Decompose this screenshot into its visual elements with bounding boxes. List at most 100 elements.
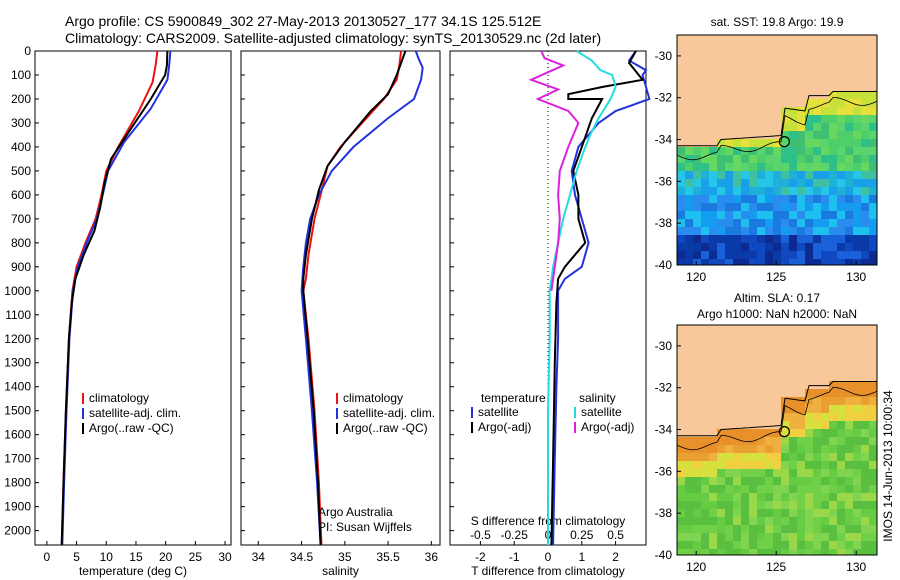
map-cell [677, 453, 685, 461]
map-cell [749, 445, 757, 453]
map-cell [821, 195, 829, 203]
map-cell [805, 413, 813, 421]
map-cell [861, 163, 869, 171]
map-cell [765, 235, 773, 243]
map-cell [725, 155, 733, 163]
x-tick-label: 30 [218, 550, 232, 564]
map-cell [861, 99, 869, 107]
map-cell [797, 139, 805, 147]
map-cell [789, 429, 797, 437]
map-cell [757, 211, 765, 219]
map-cell [773, 485, 781, 493]
map-cell [837, 251, 845, 259]
y-tick-label: 1100 [5, 308, 31, 322]
map-cell [717, 437, 725, 445]
map-cell [765, 541, 773, 549]
map-cell [693, 171, 701, 179]
map-cell [797, 235, 805, 243]
map-cell [813, 541, 821, 549]
map-cell [757, 549, 765, 555]
map-cell [765, 501, 773, 509]
map-cell [701, 179, 709, 187]
map-cell [861, 123, 869, 131]
map-cell [821, 429, 829, 437]
map-cell [685, 549, 693, 555]
map-cell [869, 211, 877, 219]
map-cell [813, 243, 821, 251]
map-cell [869, 203, 877, 211]
map-cell [693, 517, 701, 525]
map-cell [685, 437, 693, 445]
map-cell [765, 251, 773, 259]
temperature-panel-series-line [60, 50, 159, 546]
map-cell [773, 501, 781, 509]
map-cell [741, 227, 749, 235]
map-cell [789, 517, 797, 525]
map-cell [693, 437, 701, 445]
map-cell [797, 163, 805, 171]
map-cell [813, 195, 821, 203]
map-cell [677, 179, 685, 187]
map-cell [717, 243, 725, 251]
map-cell [829, 163, 837, 171]
map-cell [869, 259, 877, 265]
map-cell [813, 461, 821, 469]
map-cell [749, 509, 757, 517]
map-cell [805, 203, 813, 211]
y-tick-label: 900 [11, 260, 31, 274]
map-cell [805, 195, 813, 203]
map-cell [813, 139, 821, 147]
map-cell [701, 259, 709, 265]
map-cell [733, 195, 741, 203]
map-cell [829, 131, 837, 139]
map-cell [813, 501, 821, 509]
map-cell [773, 219, 781, 227]
map-cell [861, 195, 869, 203]
map-cell [789, 139, 797, 147]
map-cell [813, 155, 821, 163]
map-cell [805, 235, 813, 243]
map-cell [773, 179, 781, 187]
map-cell [845, 501, 853, 509]
x-tick-label: 120 [686, 560, 706, 574]
map-cell [733, 155, 741, 163]
y-tick-label: 100 [11, 68, 31, 82]
map-cell [869, 251, 877, 259]
map-cell [685, 525, 693, 533]
map-cell [733, 139, 741, 147]
map-cell [685, 163, 693, 171]
map-cell [677, 235, 685, 243]
map-cell [797, 107, 805, 115]
map-cell [757, 541, 765, 549]
map-cell [709, 541, 717, 549]
map-cell [845, 91, 853, 99]
map-cell [845, 251, 853, 259]
map-cell [717, 187, 725, 195]
map-cell [869, 421, 877, 429]
map-cell [773, 171, 781, 179]
map-cell [741, 187, 749, 195]
map-cell [701, 163, 709, 171]
map-cell [709, 219, 717, 227]
salinity-panel-frame [240, 50, 441, 546]
map-cell [869, 91, 877, 99]
map-cell [829, 219, 837, 227]
map-cell [733, 517, 741, 525]
map-cell [853, 131, 861, 139]
map-cell [869, 227, 877, 235]
map-cell [821, 235, 829, 243]
map-cell [869, 397, 877, 405]
y-tick-label: 500 [11, 164, 31, 178]
map-cell [837, 171, 845, 179]
map-cell [813, 469, 821, 477]
map-cell [853, 235, 861, 243]
map-cell [869, 123, 877, 131]
map-cell [733, 147, 741, 155]
argo-location-marker [778, 426, 790, 438]
map-cell [709, 251, 717, 259]
map-cell [845, 163, 853, 171]
map-cell [741, 501, 749, 509]
map-cell [733, 477, 741, 485]
top-x-tick-label: 0.5 [607, 528, 624, 542]
map-cell [805, 131, 813, 139]
